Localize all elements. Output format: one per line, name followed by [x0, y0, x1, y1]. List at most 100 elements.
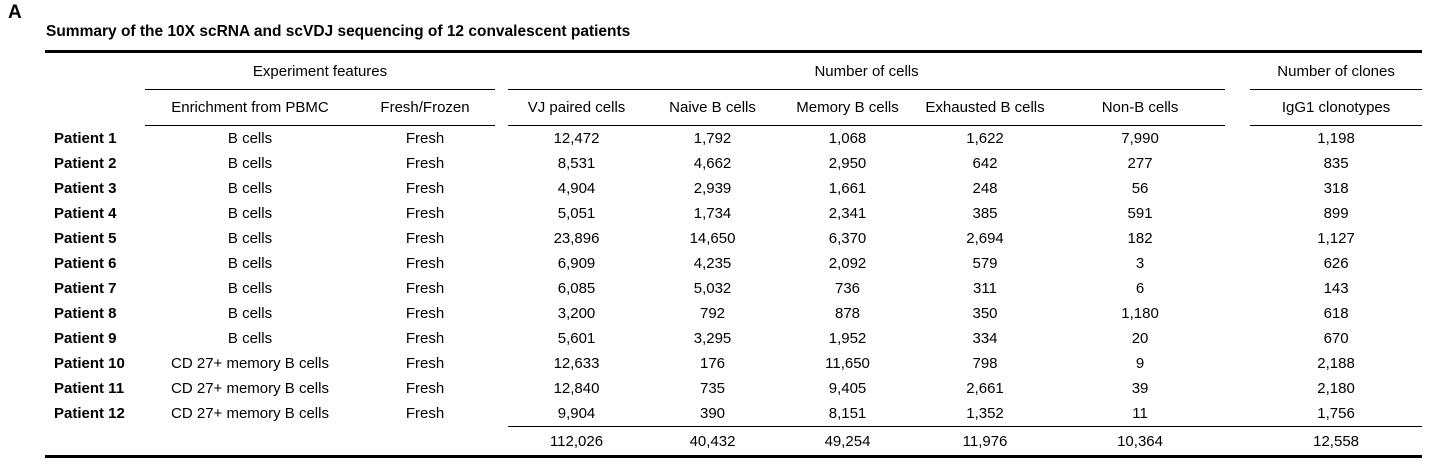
empty-cell	[45, 426, 145, 458]
column-gap	[495, 376, 508, 401]
enrichment-value: B cells	[227, 155, 273, 172]
empty-cell	[355, 426, 496, 458]
vj-paired-cells-value: 12,633	[553, 355, 600, 372]
patient-label: Patient 1	[54, 129, 117, 147]
column-gap	[495, 226, 508, 251]
igg1-clonotypes-value: 2,180	[1317, 380, 1355, 397]
total-non-b-cells: 10,364	[1055, 426, 1226, 458]
igg1-clonotypes-value: 1,127	[1317, 230, 1355, 247]
memory-b-cells-value: 11,650	[825, 355, 870, 372]
vj-paired-cells-value: 3,200	[557, 305, 596, 322]
fresh-frozen-value: Fresh	[405, 205, 445, 222]
igg1-clonotypes-value: 2,188	[1317, 355, 1355, 372]
naive-b-cells-value: 14,650	[689, 230, 736, 247]
memory-b-cells-value: 2,092	[828, 255, 867, 272]
column-header-exhausted: Exhausted B cells	[915, 89, 1056, 126]
enrichment-value: B cells	[227, 130, 273, 147]
naive-b-cells-value: 4,235	[693, 255, 732, 272]
column-header-igg1: IgG1 clonotypes	[1250, 89, 1423, 126]
enrichment-value: CD 27+ memory B cells	[171, 405, 329, 423]
column-gap	[495, 151, 508, 176]
column-gap	[1225, 201, 1250, 226]
naive-b-cells-value: 3,295	[693, 330, 732, 347]
vj-paired-cells-value: 6,085	[557, 280, 596, 297]
patient-label: Patient 9	[54, 330, 117, 347]
column-gap	[495, 426, 509, 458]
patient-label: Patient 12	[54, 405, 125, 423]
column-gap	[1225, 401, 1251, 427]
column-header-fresh-frozen: Fresh/Frozen	[355, 89, 496, 126]
table-row: Patient 4 B cells Fresh 5,051 1,734 2,34…	[45, 201, 1422, 226]
table-row: Patient 11 CD 27+ memory B cells Fresh 1…	[45, 376, 1422, 401]
non-b-cells-value: 591	[1127, 205, 1153, 222]
patient-label: Patient 7	[54, 280, 117, 297]
memory-b-cells-value: 1,952	[828, 330, 867, 347]
fresh-frozen-value: Fresh	[405, 155, 445, 172]
patient-label: Patient 10	[54, 355, 125, 372]
naive-b-cells-value: 390	[645, 401, 781, 427]
naive-b-cells-value: 735	[700, 380, 726, 397]
vj-paired-cells-value: 8,531	[557, 155, 596, 172]
vj-paired-cells-value: 12,472	[553, 130, 600, 147]
table-row: Patient 3 B cells Fresh 4,904 2,939 1,66…	[45, 176, 1422, 201]
igg1-clonotypes-value: 835	[1323, 155, 1349, 172]
table-row: Patient 7 B cells Fresh 6,085 5,032 736 …	[45, 276, 1422, 301]
patient-label: Patient 5	[54, 230, 117, 247]
totals-row: 112,026 40,432 49,254 11,976 10,364 12,5…	[45, 426, 1423, 458]
igg1-clonotypes-value: 1,198	[1317, 130, 1355, 147]
patient-label: Patient 3	[54, 180, 117, 197]
patient-label: Patient 8	[54, 305, 117, 322]
non-b-cells-value: 39	[1131, 380, 1149, 397]
fresh-frozen-value: Fresh	[405, 280, 445, 297]
group-header-experiment: Experiment features	[145, 50, 496, 90]
vj-paired-cells-value: 4,904	[557, 180, 596, 197]
non-b-cells-value: 20	[1131, 330, 1149, 347]
igg1-clonotypes-value: 899	[1323, 205, 1349, 222]
column-gap	[495, 201, 508, 226]
exhausted-b-cells-value: 642	[972, 155, 998, 172]
total-vj-paired-cells: 112,026	[508, 426, 646, 458]
table-row: Patient 10 CD 27+ memory B cells Fresh 1…	[45, 351, 1422, 376]
enrichment-value: CD 27+ memory B cells	[171, 355, 329, 372]
group-header-cells: Number of cells	[508, 50, 1226, 90]
column-header-memory: Memory B cells	[780, 89, 916, 126]
column-gap	[1225, 276, 1250, 301]
column-gap	[495, 401, 508, 427]
non-b-cells-value: 3	[1135, 255, 1145, 272]
exhausted-b-cells-value: 579	[972, 255, 998, 272]
enrichment-value: B cells	[227, 330, 273, 347]
fresh-frozen-value: Fresh	[405, 180, 445, 197]
column-gap	[1225, 90, 1250, 126]
column-gap	[495, 50, 509, 90]
igg1-clonotypes-value: 143	[1323, 280, 1349, 297]
exhausted-b-cells-value: 334	[972, 330, 998, 347]
column-header-naive: Naive B cells	[645, 89, 781, 126]
naive-b-cells-value: 2,939	[693, 180, 732, 197]
total-igg1-clonotypes: 12,558	[1250, 426, 1423, 458]
empty-cell	[145, 426, 355, 458]
naive-b-cells-value: 5,032	[693, 280, 732, 297]
exhausted-b-cells-value: 385	[972, 205, 998, 222]
fresh-frozen-value: Fresh	[405, 405, 445, 423]
vj-paired-cells-value: 5,601	[557, 330, 596, 347]
enrichment-value: B cells	[227, 255, 273, 272]
exhausted-b-cells-value: 350	[972, 305, 998, 322]
total-memory-b-cells: 49,254	[780, 426, 916, 458]
column-gap	[1225, 251, 1250, 276]
column-gap	[1225, 50, 1251, 90]
panel-label: A	[8, 2, 22, 23]
group-header-row: Experiment features Number of cells Numb…	[45, 50, 1423, 90]
corner-cell	[45, 90, 145, 126]
table-row: Patient 5 B cells Fresh 23,896 14,650 6,…	[45, 226, 1422, 251]
igg1-clonotypes-value: 1,756	[1250, 401, 1423, 427]
column-gap	[1225, 151, 1250, 176]
fresh-frozen-value: Fresh	[405, 355, 445, 372]
column-gap	[1225, 301, 1250, 326]
corner-cell	[45, 50, 145, 90]
non-b-cells-value: 1,180	[1121, 305, 1159, 322]
non-b-cells-value: 277	[1127, 155, 1153, 172]
igg1-clonotypes-value: 318	[1323, 180, 1349, 197]
column-gap	[1225, 126, 1250, 152]
total-exhausted-b-cells: 11,976	[915, 426, 1056, 458]
